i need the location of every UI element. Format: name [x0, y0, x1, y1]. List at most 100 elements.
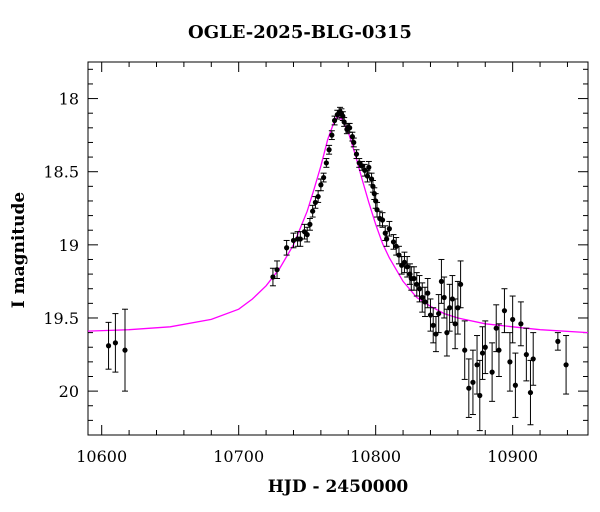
data-point [482, 320, 489, 375]
data-marker [384, 236, 390, 242]
plot-frame [87, 61, 589, 436]
data-point [421, 286, 428, 318]
y-tick-label: 19.5 [43, 309, 79, 328]
data-point [383, 231, 390, 247]
data-point [404, 256, 411, 278]
model-curve [87, 115, 589, 334]
y-tick-labels: 18 18.5 19 19.5 20 [43, 90, 79, 402]
data-point [317, 178, 324, 192]
data-marker [112, 340, 118, 346]
data-marker [105, 343, 112, 349]
data-marker [427, 312, 434, 318]
data-marker [512, 382, 518, 388]
data-marker [474, 362, 480, 368]
data-marker [416, 286, 423, 292]
data-marker [425, 290, 431, 296]
data-point [320, 172, 327, 183]
x-axis-label: HJD - 2450000 [267, 477, 409, 497]
data-point [554, 332, 561, 351]
data-marker [323, 160, 329, 166]
data-marker [436, 310, 442, 317]
data-marker [462, 347, 468, 353]
data-point [443, 308, 450, 357]
data-points [105, 106, 570, 432]
x-tick-label: 10900 [487, 447, 538, 466]
data-marker [452, 321, 458, 327]
data-point [290, 232, 297, 249]
data-marker [297, 236, 303, 242]
data-point [432, 316, 439, 353]
data-marker [482, 344, 488, 350]
data-point [274, 260, 281, 279]
data-point [501, 288, 508, 334]
data-marker [458, 281, 464, 287]
data-point [379, 212, 386, 228]
data-marker [321, 174, 327, 181]
data-marker [401, 259, 408, 265]
data-marker [290, 237, 297, 244]
data-marker [496, 347, 502, 353]
data-point [476, 359, 483, 432]
data-point [390, 234, 397, 250]
data-point [304, 226, 311, 243]
x-tick-label: 10800 [350, 447, 401, 466]
data-point [427, 298, 434, 332]
data-point [364, 169, 371, 183]
data-marker [366, 164, 372, 170]
data-marker [411, 275, 417, 282]
data-point [523, 327, 530, 382]
data-point [517, 301, 524, 347]
data-marker [470, 379, 476, 385]
data-point [112, 313, 119, 373]
data-marker [507, 359, 513, 365]
data-marker [386, 226, 392, 232]
data-point [493, 304, 500, 353]
data-marker [390, 239, 397, 245]
data-marker [122, 347, 128, 353]
data-marker [351, 139, 357, 146]
y-axis-label: I magnitude [9, 191, 29, 309]
y-tick-label: 19 [59, 236, 79, 255]
data-marker [284, 245, 290, 251]
x-tick-label: 10600 [76, 447, 127, 466]
data-point [435, 294, 442, 334]
data-point [306, 218, 313, 231]
data-point [398, 256, 405, 275]
data-marker [438, 278, 445, 285]
data-point [446, 283, 453, 332]
x-tick-label: 10700 [213, 447, 264, 466]
axis-ticks [88, 62, 588, 435]
data-marker [419, 294, 425, 301]
data-marker [530, 356, 536, 362]
data-point [527, 359, 534, 426]
data-marker [447, 305, 453, 311]
data-marker [318, 182, 324, 188]
data-point [452, 298, 459, 350]
data-point [105, 321, 112, 370]
data-marker [430, 322, 436, 328]
data-marker [422, 299, 428, 305]
data-marker [353, 151, 360, 157]
x-tick-labels: 10600 10700 10800 10900 [76, 447, 538, 466]
data-point [509, 295, 516, 344]
data-point [457, 260, 464, 309]
data-marker [555, 338, 561, 344]
data-point [309, 204, 316, 218]
data-marker [379, 217, 386, 223]
data-point [489, 342, 496, 402]
data-point [461, 320, 468, 380]
data-marker [326, 147, 332, 153]
y-tick-label: 18 [59, 90, 79, 109]
data-point [323, 158, 330, 168]
data-marker [304, 232, 310, 238]
data-marker [489, 369, 495, 375]
data-marker [479, 350, 486, 356]
data-marker [563, 362, 569, 368]
y-tick-label: 18.5 [43, 163, 79, 182]
data-marker [523, 351, 529, 358]
data-marker [364, 173, 371, 179]
data-point [386, 220, 393, 237]
data-point [401, 251, 408, 274]
data-marker [493, 325, 499, 331]
